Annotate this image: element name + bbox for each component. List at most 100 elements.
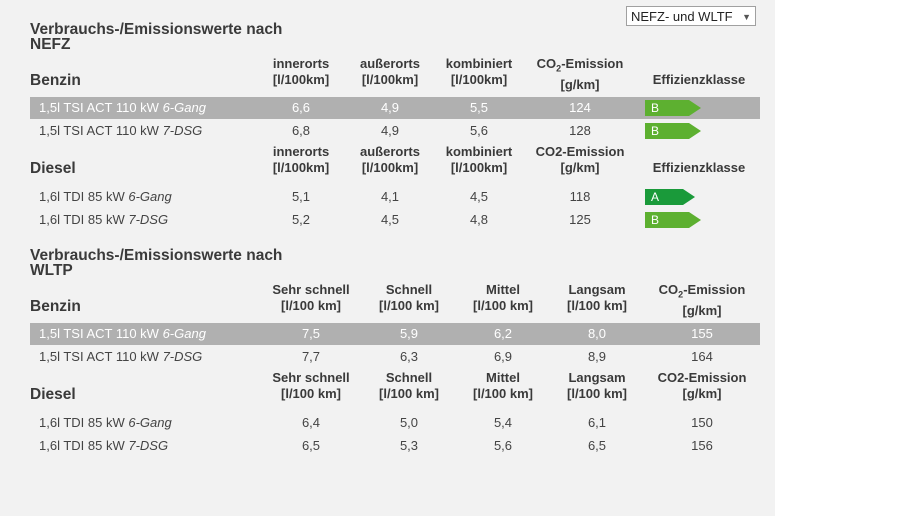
wltp-diesel-header-langsam: Langsam [l/100 km] (555, 370, 639, 402)
kombiniert-value: 5,6 (469, 123, 489, 138)
header-line: außerorts (360, 144, 420, 159)
innerorts-value: 6,6 (291, 100, 311, 115)
gear-text: 7-DSG (128, 212, 169, 227)
langsam-value: 6,1 (587, 415, 607, 430)
gear-text: 7-DSG (128, 438, 169, 453)
header-unit: [g/km] (560, 160, 600, 175)
nefz-diesel-header-ausserorts: außerorts [l/100km] (352, 144, 428, 176)
schnell-value: 5,3 (399, 438, 419, 453)
header-line: Schnell (385, 282, 433, 297)
header-line: Langsam (568, 370, 626, 385)
chevron-down-icon: ▼ (742, 12, 751, 22)
co2-suffix: -Emission (561, 56, 624, 71)
mittel-value: 5,4 (493, 415, 513, 430)
co2-value: 125 (569, 212, 591, 227)
table-row: 1,5l TSI ACT 110 kW 6-Gang 7,5 5,9 6,2 8… (30, 323, 760, 345)
header-unit: [l/100 km] (281, 386, 341, 401)
model-text: 1,6l TDI 85 kW (39, 212, 129, 227)
model-name: 1,6l TDI 85 kW 6-Gang (39, 189, 172, 204)
co2-value: 118 (569, 189, 591, 204)
sehr-schnell-value: 6,5 (301, 438, 321, 453)
wltp-benzin-header-co2: CO2-Emission [g/km] (650, 282, 754, 319)
header-unit: [l/100 km] (473, 386, 533, 401)
mittel-value: 6,2 (493, 326, 513, 341)
co2-value: 164 (691, 349, 713, 364)
model-name: 1,5l TSI ACT 110 kW 6-Gang (39, 326, 206, 341)
model-text: 1,5l TSI ACT 110 kW (39, 326, 163, 341)
header-line: Langsam (568, 282, 626, 297)
header-line: CO2-Emission (657, 370, 747, 385)
efficiency-class-b-badge: B (645, 212, 703, 228)
co2-prefix: CO (658, 282, 679, 297)
model-text: 1,6l TDI 85 kW (39, 415, 129, 430)
model-text: 1,5l TSI ACT 110 kW (39, 123, 163, 138)
header-unit: [g/km] (682, 386, 722, 401)
wltp-diesel-header-mittel: Mittel [l/100 km] (461, 370, 545, 402)
model-text: 1,6l TDI 85 kW (39, 189, 129, 204)
wltp-benzin-label: Benzin (30, 298, 81, 315)
header-unit: [l/100 km] (567, 386, 627, 401)
header-line: Sehr schnell (272, 370, 350, 385)
langsam-value: 8,0 (587, 326, 607, 341)
wltp-diesel-header-co2: CO2-Emission [g/km] (650, 370, 754, 402)
header-unit: [l/100km] (272, 160, 330, 175)
nefz-benzin-header-innerorts: innerorts [l/100km] (266, 56, 336, 88)
header-line: CO2-Emission (535, 144, 625, 159)
header-unit: [l/100 km] (473, 298, 533, 313)
schnell-value: 5,9 (399, 326, 419, 341)
sehr-schnell-value: 7,5 (301, 326, 321, 341)
gear-text: 7-DSG (162, 349, 203, 364)
schnell-value: 6,3 (399, 349, 419, 364)
co2-value: 150 (691, 415, 713, 430)
model-name: 1,6l TDI 85 kW 6-Gang (39, 415, 172, 430)
wltp-benzin-header-sehr-schnell: Sehr schnell [l/100 km] (266, 282, 356, 314)
header-unit: [l/100 km] (567, 298, 627, 313)
wltp-diesel-label: Diesel (30, 386, 76, 403)
header-line: Schnell (385, 370, 433, 385)
header-line: CO2-Emission (530, 56, 630, 77)
kombiniert-value: 4,5 (469, 189, 489, 204)
co2-prefix: CO (536, 56, 557, 71)
langsam-value: 8,9 (587, 349, 607, 364)
standard-select[interactable]: NEFZ- und WLTF ▼ (626, 6, 756, 26)
header-unit: [g/km] (682, 302, 722, 318)
nefz-benzin-header-effizienz: Effizienzklasse (652, 72, 746, 87)
header-line: innerorts (272, 56, 330, 71)
co2-value: 128 (569, 123, 591, 138)
table-row: 1,6l TDI 85 kW 7-DSG 5,2 4,5 4,8 125 B (30, 209, 760, 231)
model-name: 1,6l TDI 85 kW 7-DSG (39, 212, 168, 227)
nefz-diesel-label: Diesel (30, 160, 76, 177)
mittel-value: 6,9 (493, 349, 513, 364)
header-line: Mittel (486, 370, 520, 385)
kombiniert-value: 4,8 (469, 212, 489, 227)
standard-select-value: NEFZ- und WLTF (631, 9, 733, 24)
table-row: 1,6l TDI 85 kW 6-Gang 5,1 4,1 4,5 118 A (30, 186, 760, 208)
header-line: innerorts (272, 144, 330, 159)
ausserorts-value: 4,9 (380, 100, 400, 115)
co2-value: 155 (691, 326, 713, 341)
header-line: kombiniert (445, 56, 513, 71)
wltp-diesel-header-sehr-schnell: Sehr schnell [l/100 km] (266, 370, 356, 402)
innerorts-value: 5,2 (291, 212, 311, 227)
langsam-value: 6,5 (587, 438, 607, 453)
header-line: kombiniert (445, 144, 513, 159)
model-text: 1,5l TSI ACT 110 kW (39, 349, 163, 364)
innerorts-value: 5,1 (291, 189, 311, 204)
nefz-title-line2: NEFZ (30, 36, 71, 53)
efficiency-class-a-badge: A (645, 189, 703, 205)
gear-text: 6-Gang (162, 326, 206, 341)
ausserorts-value: 4,9 (380, 123, 400, 138)
nefz-diesel-header-kombiniert: kombiniert [l/100km] (440, 144, 518, 176)
model-name: 1,5l TSI ACT 110 kW 7-DSG (39, 349, 202, 364)
wltp-section-title: Verbrauchs-/Emissionswerte nach WLTP (30, 248, 330, 279)
header-unit: [l/100km] (361, 160, 419, 175)
header-unit: [l/100km] (361, 72, 419, 87)
nefz-benzin-header-co2: CO2-Emission [g/km] (530, 56, 630, 93)
sehr-schnell-value: 6,4 (301, 415, 321, 430)
table-row: 1,5l TSI ACT 110 kW 7-DSG 6,8 4,9 5,6 12… (30, 120, 760, 142)
schnell-value: 5,0 (399, 415, 419, 430)
co2-value: 124 (569, 100, 591, 115)
header-line: Sehr schnell (272, 282, 350, 297)
ausserorts-value: 4,5 (380, 212, 400, 227)
efficiency-letter: A (651, 190, 660, 204)
